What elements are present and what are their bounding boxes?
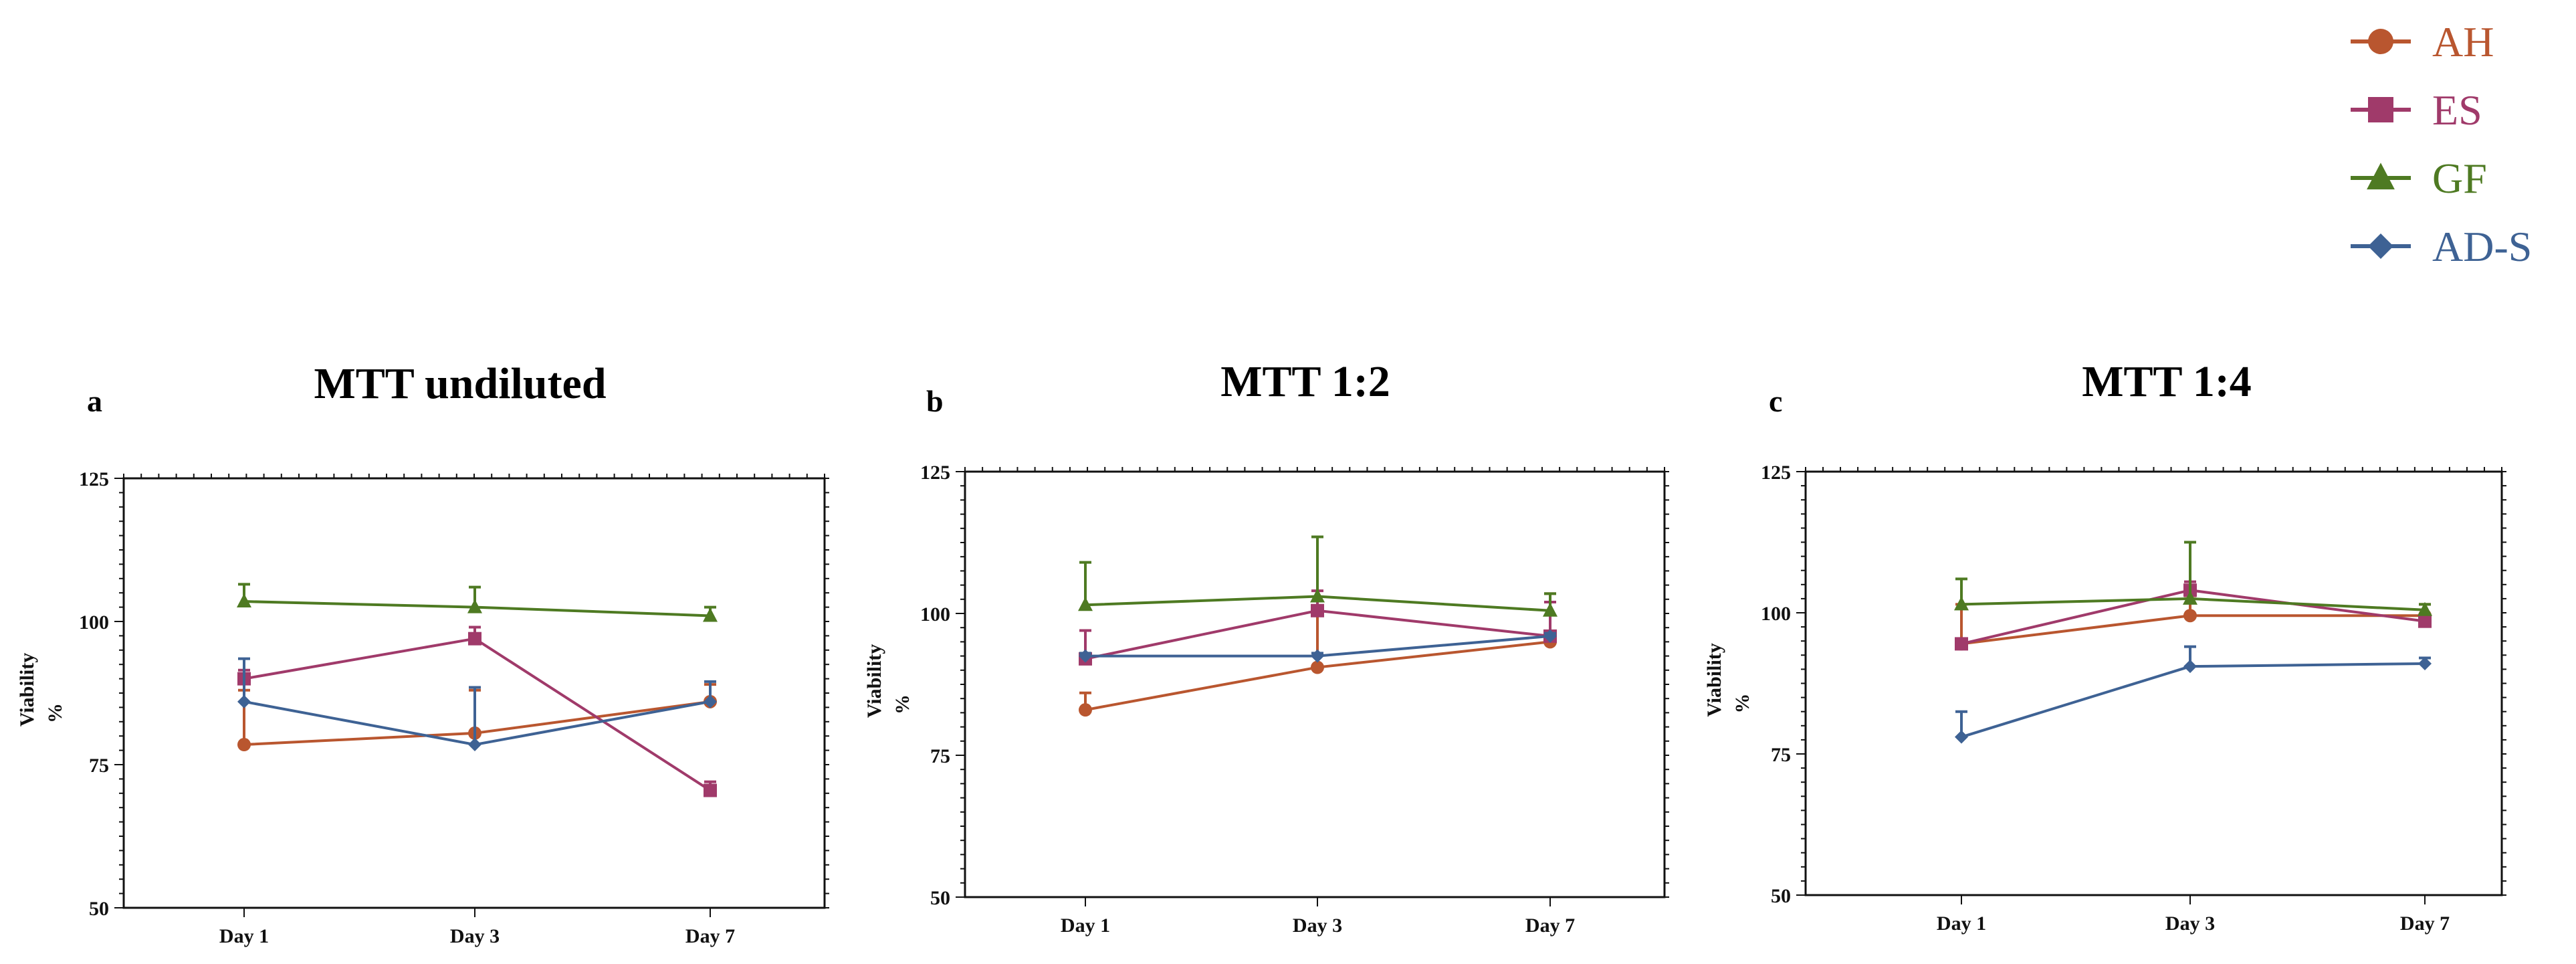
data-point-gf-day-1: [237, 593, 251, 608]
data-point-ad-s-day-1: [1955, 730, 1968, 744]
legend-marker-shape-gf: [2367, 163, 2395, 190]
data-point-gf-day-1: [1078, 597, 1093, 611]
panel-letter: b: [926, 384, 944, 418]
x-tick-label-day-1: Day 1: [1937, 912, 1986, 935]
data-point-gf-day-3: [467, 599, 482, 613]
panel-title: MTT undiluted: [314, 359, 606, 408]
series-ad-s: [237, 657, 717, 752]
series-gf: [1954, 541, 2432, 616]
y-axis-unit: %: [891, 694, 914, 714]
x-tick-label-day-7: Day 7: [1525, 914, 1575, 937]
data-point-ad-s-day-3: [468, 738, 481, 752]
y-tick-label: 50: [89, 898, 109, 920]
legend-marker-shape-ah: [2367, 29, 2393, 54]
x-tick-label-day-3: Day 3: [450, 925, 500, 947]
data-point-ah-day-3: [2183, 609, 2197, 623]
data-point-es-day-7: [2418, 614, 2432, 628]
y-axis-label: Viability: [16, 653, 38, 727]
data-point-ah-day-3: [1311, 660, 1324, 674]
x-tick-label-day-1: Day 1: [1061, 914, 1110, 937]
y-tick-label: 125: [79, 468, 109, 490]
series-ad-s: [1079, 629, 1557, 663]
data-point-ad-s-day-7: [1543, 629, 1557, 643]
y-axis-unit: %: [1731, 694, 1753, 714]
y-axis-unit: %: [44, 703, 66, 723]
data-point-gf-day-7: [703, 607, 718, 622]
plot-frame: [964, 470, 1666, 898]
legend-label-es: ES: [2432, 86, 2482, 134]
chart-panel-b: 50 75 100 125 Day 1 Day 3 Day 7 Viability % MTT 1…: [863, 357, 1669, 937]
panel-letter: a: [87, 384, 102, 418]
data-point-ad-s-day-7: [704, 694, 717, 708]
legend-item-es: ES: [2351, 86, 2482, 134]
chart-panel-c: 50 75 100 125 Day 1 Day 3 Day 7 Viability % MTT 1…: [1703, 357, 2506, 935]
series-es: [237, 625, 717, 797]
legend-marker-shape-es: [2367, 97, 2393, 123]
data-point-gf-day-3: [2183, 590, 2197, 605]
data-point-gf-day-7: [1543, 602, 1558, 617]
x-tick-label-day-7: Day 7: [2400, 912, 2450, 935]
legend-label-ad-s: AD-S: [2432, 223, 2532, 270]
panel-letter: c: [1769, 384, 1782, 418]
data-point-ah-day-1: [237, 738, 251, 752]
legend-marker-es: [2367, 97, 2393, 123]
data-point-es-day-3: [1311, 603, 1324, 617]
legend-label-gf: GF: [2432, 155, 2487, 202]
y-axis-label: Viability: [863, 644, 885, 718]
data-point-ad-s-day-3: [2183, 660, 2197, 674]
x-tick-label-day-3: Day 3: [1293, 914, 1342, 937]
data-point-ad-s-day-7: [2418, 656, 2432, 670]
data-point-es-day-7: [704, 783, 717, 797]
y-tick-label: 125: [1761, 462, 1791, 484]
legend: AH ES GF AD-S: [2351, 18, 2532, 270]
data-point-ad-s-day-1: [237, 694, 251, 708]
y-tick-label: 50: [930, 887, 950, 909]
y-tick-label: 50: [1771, 885, 1791, 907]
legend-item-gf: GF: [2351, 155, 2487, 202]
y-tick-label: 100: [920, 603, 950, 625]
data-point-ah-day-1: [1079, 703, 1092, 717]
data-point-gf-day-7: [2418, 601, 2432, 616]
legend-item-ah: AH: [2351, 18, 2494, 66]
y-tick-label: 75: [930, 745, 950, 767]
data-point-gf-day-1: [1954, 596, 1969, 611]
y-tick-label: 75: [1771, 744, 1791, 766]
y-tick-label: 125: [920, 462, 950, 484]
series-line-ad-s: [1961, 662, 2426, 739]
x-tick-label-day-1: Day 1: [219, 925, 269, 947]
series-ad-s: [1955, 645, 2432, 744]
y-tick-label: 75: [89, 755, 109, 777]
data-point-ad-s-day-3: [1311, 649, 1324, 663]
data-point-ad-s-day-1: [1079, 649, 1092, 663]
series-gf: [1078, 535, 1558, 617]
panel-title: MTT 1:2: [1220, 357, 1390, 406]
data-point-es-day-3: [468, 632, 481, 646]
y-axis-label: Viability: [1703, 643, 1725, 717]
y-tick-label: 100: [1761, 603, 1791, 625]
legend-marker-ah: [2367, 29, 2393, 54]
legend-item-ad-s: AD-S: [2351, 223, 2532, 270]
legend-marker-ad-s: [2367, 233, 2393, 260]
x-tick-label-day-7: Day 7: [685, 925, 735, 947]
x-tick-label-day-3: Day 3: [2165, 912, 2215, 935]
plot-frame: [1804, 470, 2503, 896]
data-point-gf-day-3: [1310, 588, 1325, 603]
series-gf: [237, 583, 718, 622]
legend-marker-shape-ad-s: [2367, 233, 2393, 260]
data-point-es-day-1: [1955, 637, 1968, 651]
legend-label-ah: AH: [2432, 18, 2494, 66]
chart-panels: 50 75 100 125 Day 1 Day 3 Day 7 Viability % MTT u…: [16, 357, 2506, 947]
chart-panel-a: 50 75 100 125 Day 1 Day 3 Day 7 Viability % MTT u…: [16, 359, 829, 947]
y-tick-label: 100: [79, 611, 109, 634]
legend-marker-gf: [2367, 163, 2395, 190]
panel-title: MTT 1:4: [2082, 357, 2252, 406]
